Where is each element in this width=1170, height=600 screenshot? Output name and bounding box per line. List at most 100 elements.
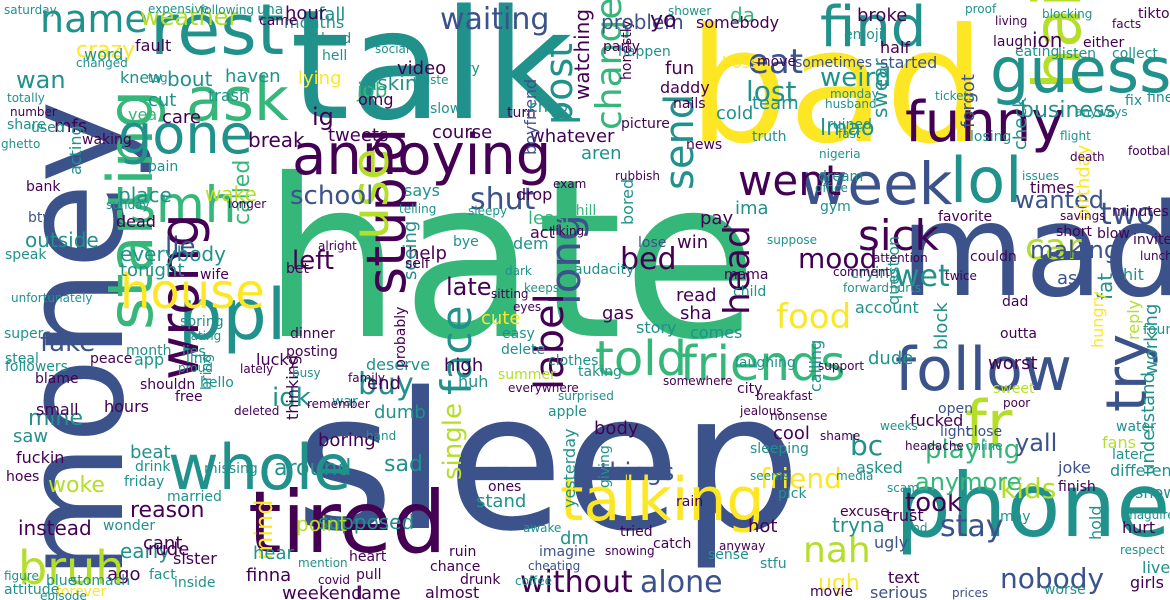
word-ppl: ppl	[178, 274, 287, 356]
word-prices: prices	[952, 586, 989, 600]
word-turn: turn	[507, 105, 536, 121]
word-surprised: surprised	[558, 389, 614, 403]
word-hate: hate	[262, 132, 758, 388]
word-lol: lol	[950, 144, 1023, 217]
word-lie: lie	[165, 232, 196, 262]
word-city: city	[737, 381, 763, 397]
word-outta: outta	[1000, 326, 1037, 342]
word-gas: gas	[602, 303, 634, 324]
word-hold: hold	[1086, 505, 1105, 540]
word-football: football	[1128, 144, 1170, 158]
word-apple: apple	[548, 404, 587, 420]
word-minutes: minutes	[1112, 204, 1169, 220]
word-laugh: laugh	[993, 34, 1033, 50]
word-media: media	[836, 469, 874, 483]
word-watching: watching	[570, 8, 594, 100]
word-breakfast: breakfast	[756, 389, 813, 403]
word-waiting: waiting	[440, 2, 550, 37]
word-forward: forward	[843, 281, 890, 295]
word-everybody: everybody	[120, 242, 226, 266]
word-slow: slow	[430, 101, 462, 117]
word-delete: delete	[501, 342, 546, 358]
word-proof: proof	[965, 2, 997, 16]
word-wan: wan	[16, 66, 66, 94]
word-asking: asking	[365, 71, 431, 95]
word-almost: almost	[425, 583, 480, 600]
word-tiktok: tiktok	[1138, 6, 1170, 22]
word-guess: guess	[990, 34, 1170, 107]
word-catch: catch	[653, 536, 692, 552]
word-stay: stay	[940, 509, 1004, 544]
word-told: told	[595, 331, 687, 387]
word-deserve: deserve	[366, 355, 431, 374]
word-hoes: hoes	[6, 469, 40, 485]
word-find: find	[820, 0, 927, 60]
word-ghetto: ghetto	[1, 137, 41, 151]
word-lame: lame	[356, 583, 401, 600]
word-favorite: favorite	[938, 209, 993, 225]
word-phone: phone	[895, 454, 1170, 557]
word-saw: saw	[13, 426, 49, 447]
word-listen: listen	[1058, 46, 1097, 62]
word-early: early	[120, 539, 171, 563]
word-share: share	[7, 117, 46, 133]
word-drink: drink	[135, 459, 171, 475]
word-tired: tired	[248, 473, 447, 573]
word-number: number	[10, 105, 57, 119]
word-bored: bored	[618, 178, 637, 225]
word-end: end	[367, 373, 401, 394]
word-party: party	[603, 39, 640, 55]
word-sad: sad	[384, 452, 423, 477]
word-aren: aren	[581, 143, 622, 164]
word-nonsense: nonsense	[770, 409, 828, 423]
word-nah: nah	[803, 530, 871, 571]
word-liking: liking	[552, 224, 585, 238]
word-drunk: drunk	[460, 572, 501, 588]
word-live: live	[1142, 558, 1170, 577]
word-gym: gym	[820, 199, 851, 215]
word-chance: chance	[430, 559, 481, 575]
word-married: married	[167, 489, 222, 505]
word-seems: seems	[750, 469, 789, 483]
word-tryna: tryna	[832, 513, 885, 537]
word-fucked: fucked	[910, 411, 964, 430]
word-anyway: anyway	[719, 539, 766, 553]
word-loud: loud	[321, 31, 352, 47]
word-speak: speak	[5, 247, 47, 263]
word-flight: flight	[1060, 129, 1091, 143]
word-whole: whole	[168, 431, 352, 504]
word-half: half	[880, 38, 911, 57]
word-sleepy: sleepy	[468, 204, 508, 218]
word-covid: covid	[318, 573, 350, 587]
word-free: free	[175, 389, 203, 405]
word-chill: chill	[568, 203, 597, 219]
word-tickets: tickets	[935, 89, 975, 103]
word-two: two	[1100, 197, 1155, 232]
word-yea: yea	[128, 105, 158, 124]
word-dark: dark	[505, 264, 532, 278]
word-high: high	[444, 355, 484, 376]
word-cut: cut	[148, 90, 177, 111]
word-ugly: ugly	[874, 533, 909, 552]
word-follow: follow	[895, 335, 1072, 405]
word-online: online	[966, 439, 1003, 453]
word-living: living	[995, 14, 1028, 28]
word-mfs: mfs	[54, 116, 88, 137]
word-anyways: anyways	[1075, 105, 1128, 119]
word-wet: wet	[895, 259, 950, 294]
word-around: around	[274, 456, 352, 481]
word-lost: lost	[746, 75, 797, 108]
word-cheating: cheating	[528, 559, 581, 573]
word-hit: hit	[1123, 265, 1144, 284]
word-beat: beat	[130, 442, 171, 463]
word-scam: scam	[887, 481, 919, 495]
word-child: child	[733, 284, 767, 300]
word-hurt: hurt	[1122, 518, 1156, 537]
word-shut: shut	[470, 182, 536, 217]
word-bc: bc	[850, 429, 884, 462]
word-suppose: suppose	[767, 233, 818, 247]
word-bet: bet	[286, 261, 309, 277]
word-went: went	[738, 156, 842, 205]
word-read: read	[676, 285, 717, 306]
